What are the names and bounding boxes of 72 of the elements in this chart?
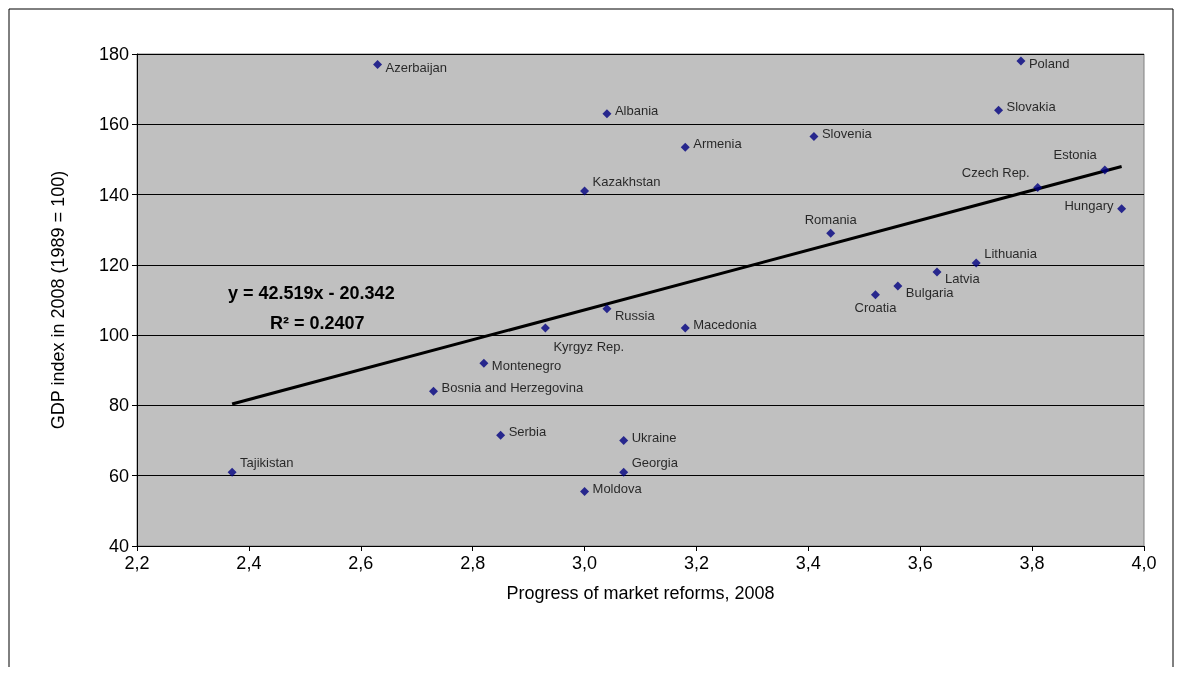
y-tick-label: 100 bbox=[98, 325, 129, 346]
annotation: Poland bbox=[1028, 56, 1070, 72]
y-tick-label: 160 bbox=[98, 114, 129, 135]
x-tick-label: 3,0 bbox=[572, 553, 598, 573]
x-tick-label: 2,6 bbox=[348, 553, 374, 573]
point bbox=[479, 358, 489, 368]
point bbox=[602, 109, 612, 119]
annotation: Estonia bbox=[1053, 146, 1098, 162]
point bbox=[429, 386, 439, 396]
annotation: Ukraine bbox=[631, 429, 677, 445]
x-tick-label: 2,8 bbox=[460, 553, 486, 573]
y-tick-label: 120 bbox=[98, 254, 129, 275]
annotation: Georgia bbox=[631, 455, 679, 471]
y-tick-label: 180 bbox=[98, 44, 129, 64]
y-tick-label: 40 bbox=[108, 536, 129, 556]
annotation: Lithuania bbox=[984, 246, 1038, 262]
x-axis-title: Progress of market reforms, 2008 bbox=[506, 583, 775, 603]
annotation: y = 42.519x - 20.342 bbox=[228, 283, 395, 303]
point bbox=[994, 105, 1004, 115]
annotation: Kyrgyz Rep. bbox=[553, 339, 625, 355]
point bbox=[227, 467, 237, 477]
point bbox=[1033, 183, 1043, 193]
x-tick-label: 3,6 bbox=[907, 553, 933, 573]
annotation: Romania bbox=[804, 212, 858, 228]
x-tick-label: 2,2 bbox=[124, 553, 150, 573]
point bbox=[580, 487, 590, 497]
annotation: Russia bbox=[614, 307, 656, 323]
annotation: Montenegro bbox=[491, 358, 562, 374]
y-axis-title: GDP index in 2008 (1989 = 100) bbox=[48, 170, 68, 430]
annotation: Armenia bbox=[693, 136, 743, 152]
annotation: Latvia bbox=[945, 270, 981, 286]
x-tick-label: 3,4 bbox=[795, 553, 821, 573]
x-tick-label: 4,0 bbox=[1131, 553, 1157, 573]
annotation: Bulgaria bbox=[905, 284, 955, 300]
point bbox=[1100, 165, 1110, 175]
point bbox=[870, 290, 880, 300]
point bbox=[602, 304, 612, 314]
point bbox=[1016, 56, 1026, 66]
x-tick-label: 3,2 bbox=[683, 553, 709, 573]
annotation: Slovakia bbox=[1006, 99, 1057, 115]
x-tick-label: 3,8 bbox=[1019, 553, 1045, 573]
annotation: Croatia bbox=[854, 299, 898, 315]
x-tick-label: 2,4 bbox=[236, 553, 262, 573]
point bbox=[1117, 204, 1127, 214]
y-tick-label: 80 bbox=[108, 395, 129, 416]
point bbox=[496, 430, 506, 440]
point bbox=[373, 60, 383, 70]
point bbox=[540, 323, 550, 333]
annotation: Slovenia bbox=[821, 125, 873, 141]
annotation: Tajikistan bbox=[240, 455, 294, 471]
point bbox=[680, 323, 690, 333]
point bbox=[893, 281, 903, 291]
annotation: R² = 0.2407 bbox=[270, 313, 365, 333]
annotation: Bosnia and Herzegovina bbox=[441, 380, 584, 396]
annotation: Moldova bbox=[592, 480, 643, 496]
point bbox=[809, 132, 819, 142]
annotation: Macedonia bbox=[693, 317, 758, 333]
y-tick-label: 140 bbox=[98, 184, 129, 205]
point bbox=[932, 267, 942, 277]
annotation: Albania bbox=[614, 102, 660, 118]
annotation: Serbia bbox=[508, 424, 547, 440]
point bbox=[580, 186, 590, 196]
point bbox=[619, 467, 629, 477]
annotation: Kazakhstan bbox=[592, 174, 661, 190]
y-tick-label: 60 bbox=[108, 465, 129, 486]
point bbox=[619, 436, 629, 446]
point bbox=[680, 142, 690, 152]
annotation: Azerbaijan bbox=[385, 59, 447, 75]
point bbox=[826, 228, 836, 238]
annotation: Hungary bbox=[1064, 197, 1115, 213]
annotation: Czech Rep. bbox=[961, 164, 1030, 180]
point bbox=[971, 258, 981, 268]
